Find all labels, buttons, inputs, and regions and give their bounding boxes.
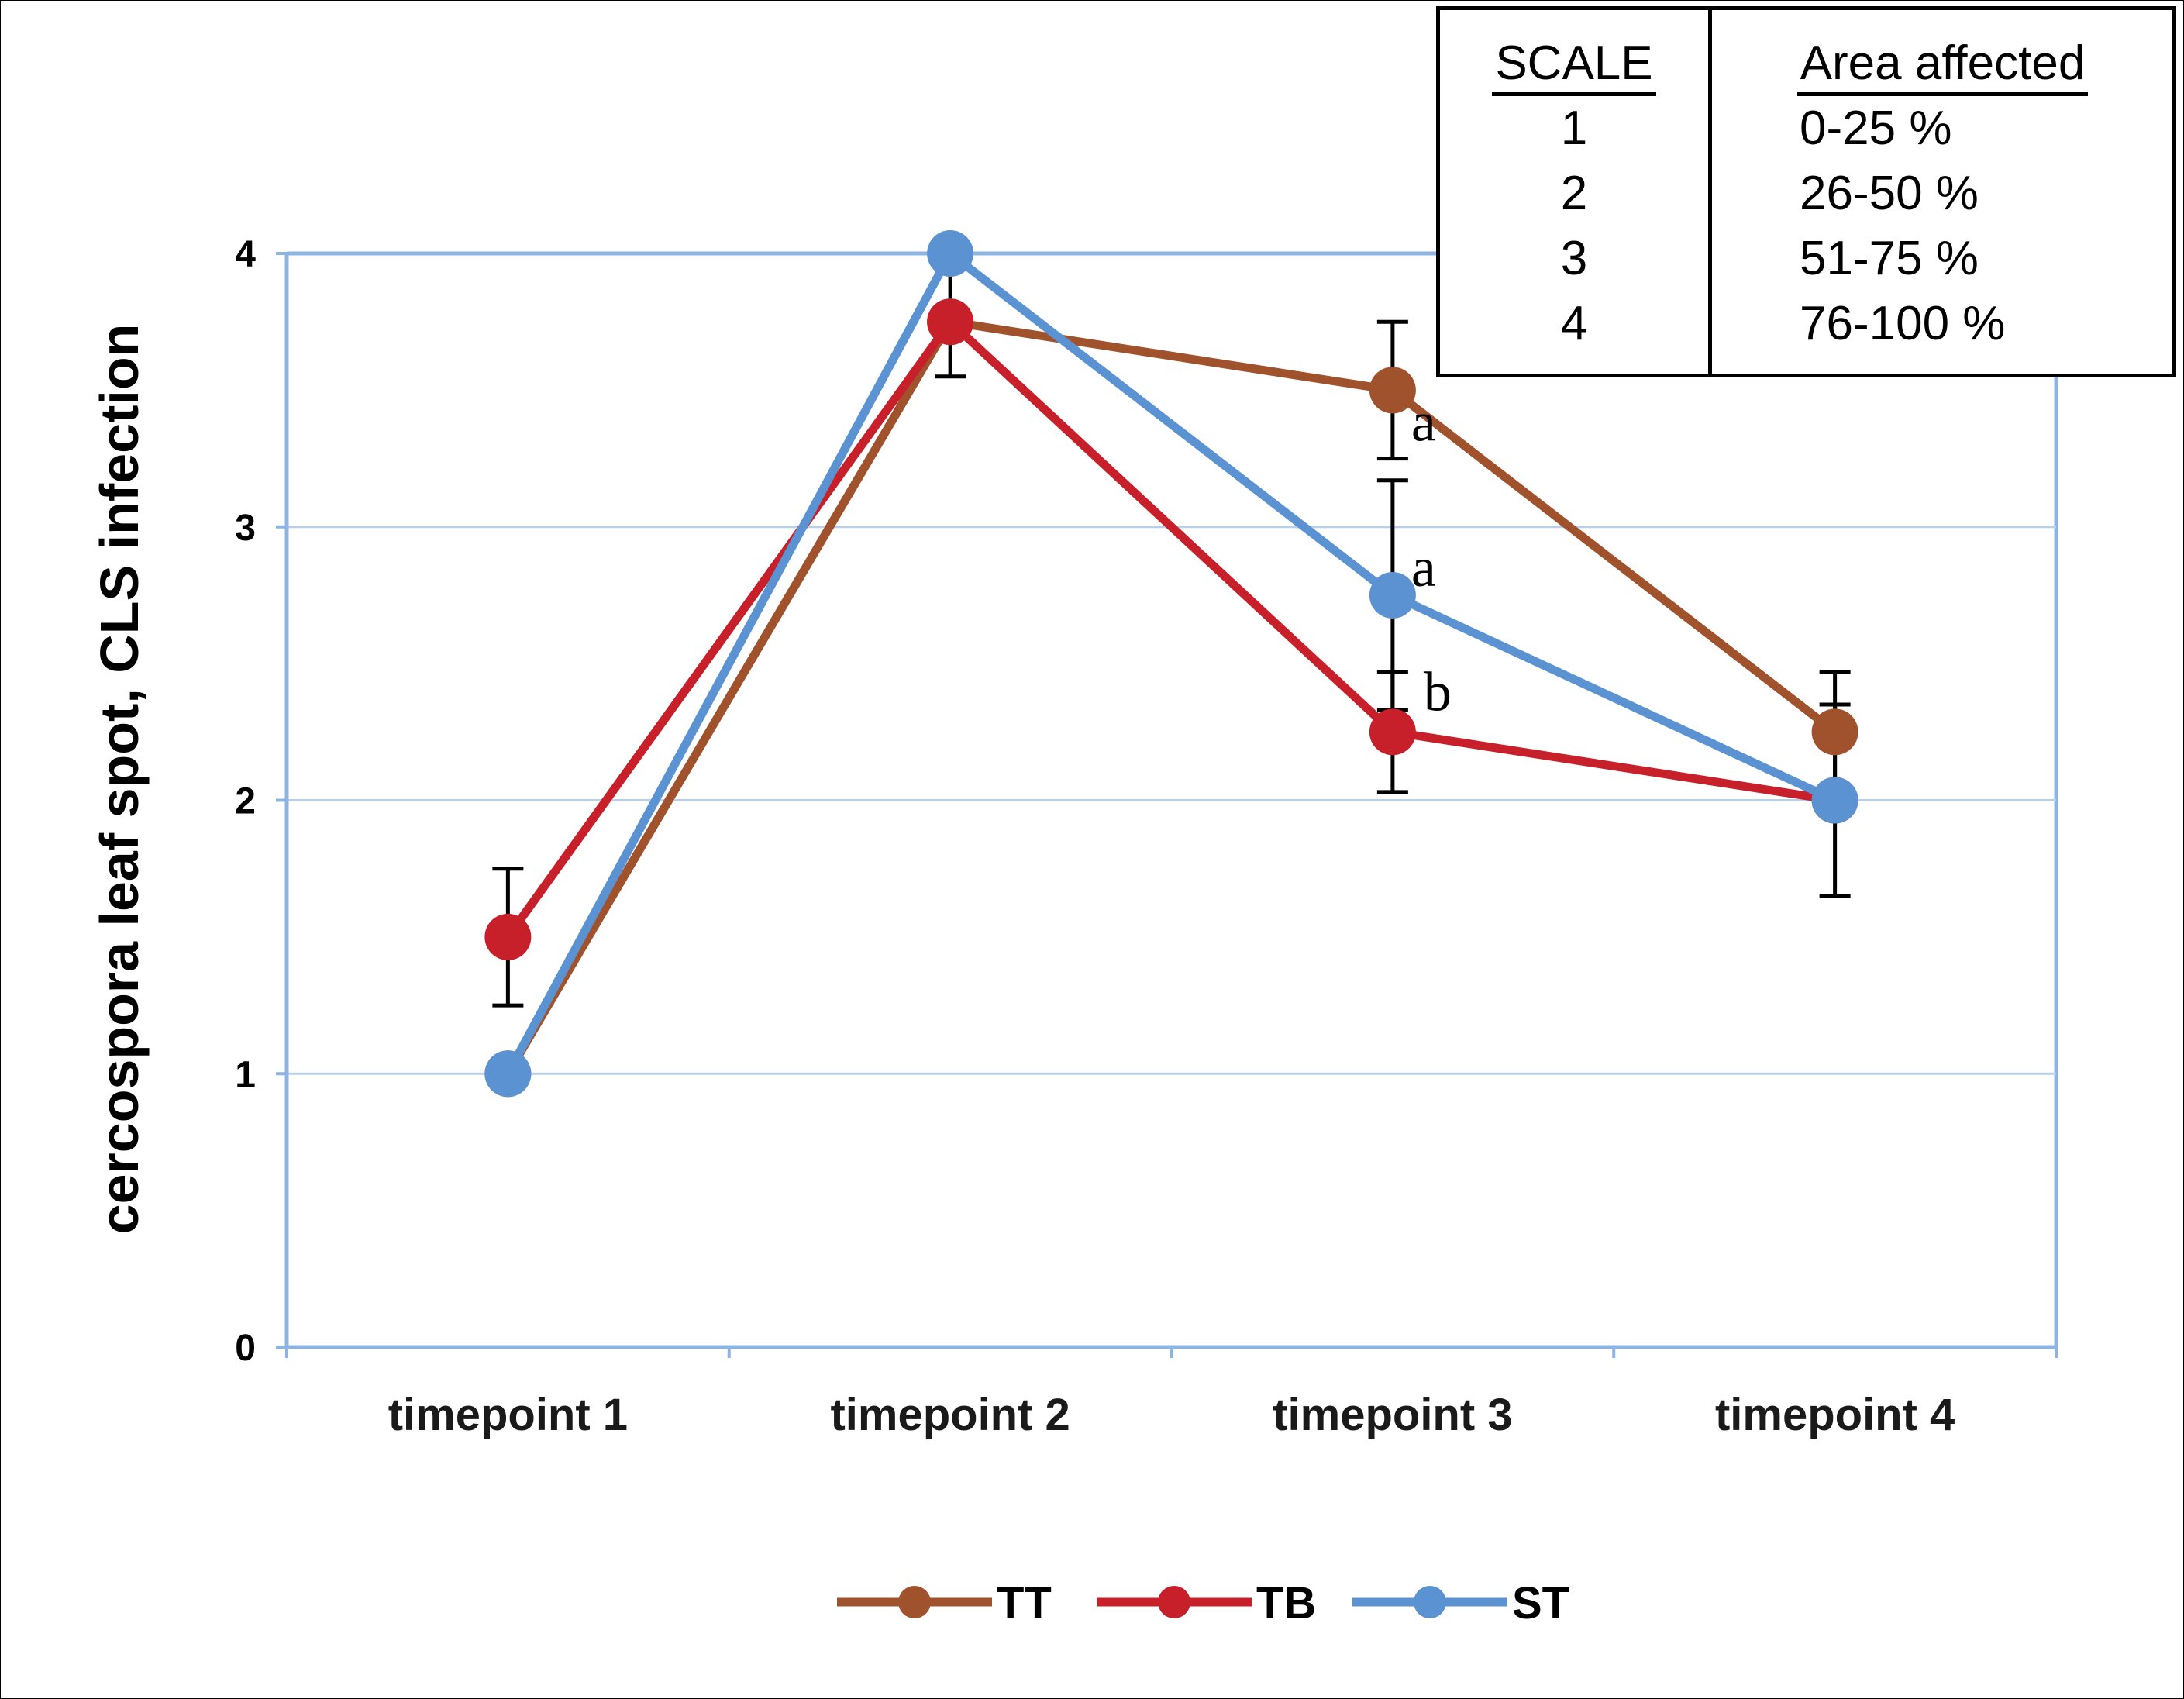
area-value: 0-25 % (1800, 102, 1952, 155)
scale-value: 3 (1560, 232, 1588, 285)
series-line-ST (503, 249, 1840, 1078)
y-tick-label: 0 (235, 1328, 256, 1369)
scale-value: 2 (1560, 167, 1588, 220)
legend-label-TT: TT (997, 1578, 1052, 1628)
area-value: 26-50 % (1800, 167, 1979, 220)
data-point-TB (484, 913, 532, 960)
scale-table-divider (1708, 10, 1712, 374)
data-point-TB (1369, 708, 1416, 756)
data-point-ST (1369, 571, 1416, 619)
scale-value: 1 (1560, 102, 1588, 155)
legend-label-ST: ST (1512, 1578, 1569, 1628)
series-line-TT (503, 317, 1840, 1078)
legend-label-TB: TB (1256, 1578, 1316, 1628)
scale-table: SCALE 1 2 3 4 Area affected 0-25 % 26-50… (1436, 6, 2176, 377)
axis-layer: 0 1 2 3 4 timepoint 1 timepoint 2 timepoint 3 ti… (235, 234, 2058, 1440)
area-value: 76-100 % (1800, 297, 2006, 350)
data-point-ST (484, 1050, 532, 1098)
annotation-layer: aab (1411, 391, 1452, 722)
scale-value: 4 (1560, 297, 1588, 350)
legend-marker-TB (1158, 1586, 1190, 1618)
y-axis-label: cercospora leaf spot, CLS infection (89, 324, 150, 1235)
x-tick-label: timepoint 1 (388, 1390, 628, 1440)
data-point-ST (1811, 777, 1858, 824)
area-header: Area affected (1796, 35, 2089, 96)
y-tick-label: 2 (235, 781, 256, 822)
data-point-TT (1811, 708, 1858, 756)
grid-layer (287, 251, 2058, 1347)
y-tick-label: 4 (235, 234, 256, 275)
area-column: Area affected 0-25 % 26-50 % 51-75 % 76-… (1712, 35, 2173, 357)
x-tick-label: timepoint 2 (830, 1390, 1070, 1440)
significance-letter: a (1411, 391, 1436, 453)
significance-letter: b (1424, 660, 1452, 722)
area-value: 51-75 % (1800, 232, 1979, 285)
data-point-TT (1369, 367, 1416, 414)
legend: TT TB ST (837, 1578, 1569, 1628)
scale-column: SCALE 1 2 3 4 (1440, 35, 1708, 357)
legend-marker-ST (1414, 1586, 1446, 1618)
x-tick-label: timepoint 4 (1715, 1390, 1955, 1440)
legend-marker-TT (898, 1586, 931, 1618)
data-point-ST (927, 230, 974, 277)
data-point-TB (927, 298, 974, 346)
error-bar-layer (492, 265, 1851, 1008)
point-layer (484, 230, 1858, 1098)
y-tick-label: 3 (235, 508, 256, 549)
y-tick-label: 1 (235, 1054, 256, 1095)
scale-header: SCALE (1492, 35, 1656, 96)
x-tick-label: timepoint 3 (1273, 1390, 1512, 1440)
series-line-TB (503, 317, 1840, 942)
significance-letter: a (1411, 536, 1436, 598)
series-layer (503, 249, 1840, 1078)
